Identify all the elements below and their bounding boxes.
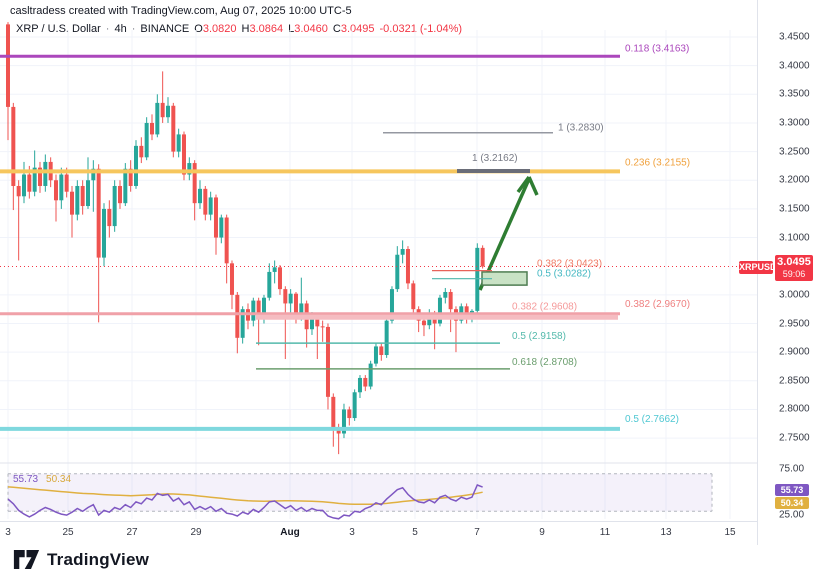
ticker-badge: XRPUSD bbox=[739, 261, 777, 274]
fib-level-label: 1 (3.2162) bbox=[472, 153, 518, 164]
rsi-scale-tick: 25.00 bbox=[779, 509, 805, 521]
price-tick: 3.0000 bbox=[779, 289, 810, 301]
price-tick: 3.2500 bbox=[779, 146, 810, 158]
rsi-ma-badge: 50.34 bbox=[775, 497, 809, 509]
time-tick: 3 bbox=[349, 527, 355, 538]
candlestick-series bbox=[6, 22, 485, 455]
time-tick: 13 bbox=[660, 527, 672, 538]
ohlc-close: C3.0495 bbox=[332, 23, 375, 35]
exchange-label: BINANCE bbox=[140, 23, 190, 35]
time-tick: 25 bbox=[62, 527, 74, 538]
price-tick: 3.3000 bbox=[779, 117, 810, 129]
arrow-head-right bbox=[527, 176, 539, 196]
ohlc-high: H3.0864 bbox=[241, 23, 284, 35]
fib-level-label: 0.236 (3.2155) bbox=[625, 157, 690, 168]
time-tick: 15 bbox=[724, 527, 736, 538]
rsi-value-badge: 55.73 bbox=[775, 484, 809, 496]
rsi-ma-line bbox=[7, 486, 483, 506]
arrow-head-left bbox=[516, 175, 531, 194]
time-tick: 3 bbox=[5, 527, 11, 538]
price-change: -0.0321 (-1.04%) bbox=[379, 23, 463, 35]
price-tick: 2.9500 bbox=[779, 318, 810, 329]
price-tick: 3.4500 bbox=[779, 31, 810, 43]
price-tick: 2.7500 bbox=[779, 432, 810, 444]
rsi-scale-tick: 75.00 bbox=[779, 463, 805, 475]
price-tick: 2.9000 bbox=[779, 346, 810, 358]
price-tick: 3.3500 bbox=[779, 88, 810, 100]
price-tick: 3.1500 bbox=[779, 203, 810, 215]
time-tick: 29 bbox=[190, 527, 202, 538]
fib-level-label: 0.5 (3.0282) bbox=[537, 269, 591, 280]
bar-countdown: 59:06 bbox=[782, 269, 806, 279]
rsi-line bbox=[7, 484, 483, 520]
rsi-ma-value: 50.34 bbox=[46, 474, 72, 485]
last-price-value: 3.0495 bbox=[777, 256, 811, 268]
time-tick: 5 bbox=[412, 527, 418, 538]
ohlc-open: O3.0820 bbox=[194, 23, 237, 35]
fib-level-label: 0.5 (2.9158) bbox=[512, 331, 566, 342]
tradingview-brand-text: TradingView bbox=[47, 549, 150, 569]
time-tick: 9 bbox=[539, 527, 545, 538]
price-tick: 2.8000 bbox=[779, 403, 810, 415]
attribution-text: casltradess created with TradingView.com… bbox=[10, 5, 352, 17]
fib-level-label: 1 (3.2830) bbox=[558, 123, 604, 134]
fib-level-label: 0.382 (3.0423) bbox=[537, 259, 602, 270]
symbol-name: XRP / U.S. Dollar bbox=[16, 23, 101, 35]
legend-separator: · bbox=[105, 23, 110, 35]
rsi-band-fill bbox=[8, 473, 712, 512]
last-price-badge: 3.0495 59:06 bbox=[775, 255, 813, 281]
tradingview-footer-link[interactable]: TradingView bbox=[13, 548, 149, 571]
fib-level-label: 0.118 (3.4163) bbox=[625, 43, 689, 54]
time-tick: 27 bbox=[126, 527, 138, 538]
price-tick: 3.4000 bbox=[779, 60, 810, 72]
fib-level-label: 0.5 (2.7662) bbox=[625, 414, 679, 425]
rsi-values-readout: 55.73 50.34 bbox=[13, 474, 71, 485]
price-tick: 3.2000 bbox=[779, 174, 810, 186]
rsi-value: 55.73 bbox=[13, 474, 39, 485]
time-tick: 7 bbox=[474, 527, 480, 538]
fib-level-label: 0.382 (2.9670) bbox=[625, 299, 690, 310]
time-tick: Aug bbox=[280, 527, 300, 538]
time-axis[interactable]: 3 25 27 29 Aug 3 5 7 9 11 13 15 bbox=[0, 521, 757, 546]
symbol-legend[interactable]: XRP / U.S. Dollar · 4h · BINANCE O3.0820… bbox=[16, 23, 462, 35]
interval-label: 4h bbox=[114, 23, 127, 35]
fib-level-label: 0.382 (2.9608) bbox=[512, 301, 577, 312]
fib-level-label: 0.618 (2.8708) bbox=[512, 357, 577, 368]
tradingview-logo-icon bbox=[13, 550, 40, 569]
ohlc-low: L3.0460 bbox=[288, 23, 328, 35]
legend-separator: · bbox=[131, 23, 136, 35]
price-tick: 3.1000 bbox=[779, 232, 810, 244]
price-tick: 2.8500 bbox=[779, 375, 810, 387]
time-tick: 11 bbox=[599, 527, 611, 538]
